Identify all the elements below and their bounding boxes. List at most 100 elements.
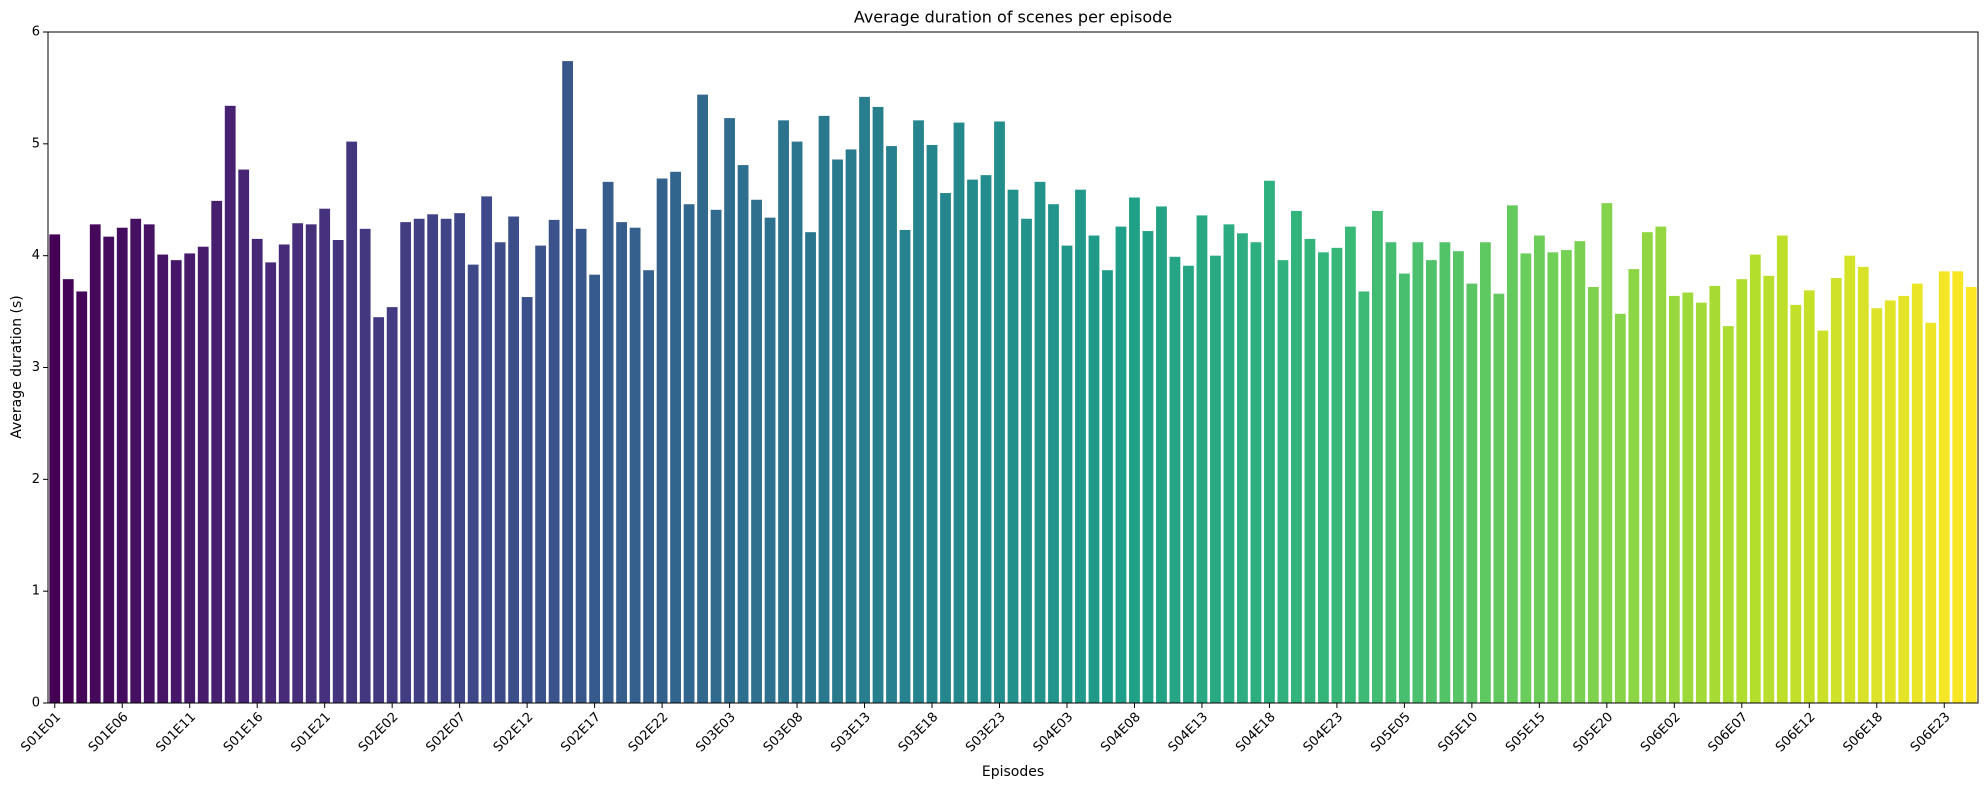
bar (1304, 238, 1316, 703)
bar (1318, 252, 1329, 704)
x-tick-label: S06E23 (1908, 710, 1954, 756)
bar (1102, 270, 1113, 703)
bar (967, 179, 978, 703)
bar (656, 178, 668, 704)
bar (926, 144, 938, 703)
bar (359, 228, 371, 703)
bar (278, 244, 290, 703)
bar (872, 106, 884, 703)
bar (805, 232, 816, 703)
bar (1210, 255, 1221, 703)
bar (224, 105, 236, 703)
y-tick-label: 2 (32, 472, 40, 487)
x-tick-label: S02E02 (356, 710, 402, 756)
bar (89, 224, 101, 703)
bar (1115, 226, 1127, 703)
x-tick-label: S05E20 (1570, 710, 1616, 756)
x-tick-label: S05E15 (1503, 710, 1549, 756)
bar (778, 120, 789, 704)
chart-title: Average duration of scenes per episode (854, 8, 1172, 27)
bar (1857, 266, 1869, 703)
bar (697, 94, 708, 704)
bar (1722, 326, 1734, 703)
bar (1331, 247, 1343, 704)
x-tick-label: S04E18 (1233, 710, 1279, 756)
bar (602, 181, 614, 703)
x-tick-label: S04E13 (1166, 710, 1212, 756)
bar (508, 216, 520, 703)
bar (1372, 210, 1383, 703)
bar (710, 209, 722, 703)
bar (886, 146, 897, 703)
bar (130, 218, 142, 704)
bar (1277, 260, 1289, 703)
bar (481, 196, 493, 703)
bar (400, 222, 412, 703)
bar (1884, 300, 1896, 703)
bar (791, 141, 803, 703)
x-tick-label: S06E12 (1773, 710, 1819, 756)
bar (1574, 241, 1586, 703)
bar (643, 270, 654, 703)
bar (1817, 330, 1829, 703)
bar (562, 61, 574, 704)
x-tick-label: S05E05 (1368, 710, 1414, 756)
bar (1237, 233, 1248, 704)
bar (386, 307, 398, 703)
bar (1898, 295, 1910, 703)
bar (1466, 283, 1478, 703)
bar (1911, 283, 1923, 703)
bar (1668, 295, 1680, 703)
bar (832, 159, 843, 704)
bar (1844, 255, 1856, 703)
bar (616, 222, 627, 703)
bar (1439, 242, 1451, 703)
bar (440, 218, 452, 704)
bar (1830, 278, 1842, 703)
bar (1749, 254, 1761, 703)
bar (764, 217, 776, 704)
bar (1628, 269, 1640, 703)
bar (953, 122, 965, 703)
bar (467, 264, 479, 703)
x-tick-label: S01E21 (288, 710, 334, 756)
bar (1291, 210, 1302, 703)
bar (1952, 271, 1964, 703)
bar (1264, 180, 1275, 703)
bar (1965, 286, 1977, 703)
bar (751, 199, 762, 703)
bar (1169, 256, 1181, 703)
bar (1533, 235, 1545, 703)
bar (211, 200, 223, 703)
bar (1803, 290, 1815, 703)
x-tick-label: S04E08 (1098, 710, 1144, 756)
bar (373, 317, 385, 703)
bar (1196, 215, 1208, 703)
bar (1425, 260, 1437, 703)
x-tick-label: S02E22 (626, 710, 672, 756)
bar (292, 223, 304, 704)
bar (157, 254, 169, 703)
bar (1412, 242, 1424, 703)
bar (238, 169, 250, 703)
y-tick-label: 3 (32, 360, 40, 375)
bar (265, 262, 277, 703)
bar (589, 274, 601, 703)
bar (1088, 235, 1100, 703)
bar (670, 171, 681, 703)
x-tick-label: S04E23 (1301, 710, 1347, 756)
x-tick-label: S03E08 (761, 710, 807, 756)
plot-frame (47, 31, 1979, 704)
bar (184, 253, 196, 703)
bar (683, 204, 695, 703)
bar (913, 120, 924, 704)
y-axis-label: Average duration (s) (9, 295, 25, 439)
x-tick-label: S01E16 (221, 710, 267, 756)
bar (1938, 271, 1950, 703)
bar (737, 165, 749, 703)
bar (1223, 224, 1235, 703)
bar (1142, 231, 1154, 703)
bar (1061, 245, 1073, 703)
bar (1021, 218, 1032, 704)
bar (535, 245, 547, 703)
